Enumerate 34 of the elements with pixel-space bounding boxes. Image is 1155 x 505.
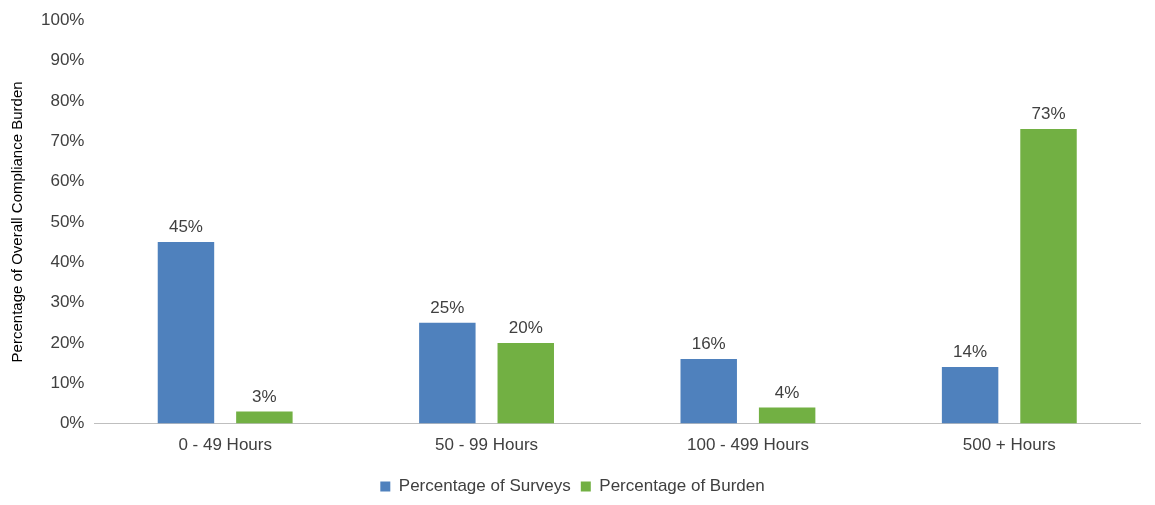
- x-tick-label: 50 - 99 Hours: [435, 435, 539, 455]
- y-tick-label: 10%: [50, 372, 85, 392]
- y-tick-label: 90%: [50, 50, 85, 70]
- y-tick-label: 40%: [50, 251, 85, 271]
- bar: [941, 367, 999, 424]
- legend-label: Percentage of Burden: [599, 476, 765, 496]
- y-tick-label: 80%: [50, 90, 85, 110]
- y-tick-label: 70%: [50, 130, 85, 150]
- bar: [680, 359, 737, 424]
- x-tick-label: 0 - 49 Hours: [178, 435, 272, 455]
- y-tick-label: 30%: [50, 292, 85, 312]
- bar: [1020, 129, 1077, 424]
- y-tick-label: 0%: [59, 413, 85, 433]
- data-label: 14%: [953, 342, 988, 362]
- data-label: 16%: [691, 334, 726, 354]
- bar: [497, 342, 554, 424]
- data-label: 4%: [774, 382, 800, 402]
- data-label: 45%: [168, 217, 203, 237]
- y-tick-label: 60%: [50, 171, 85, 191]
- x-tick-label: 500 + Hours: [962, 435, 1056, 455]
- bar: [236, 411, 293, 424]
- legend-label: Percentage of Surveys: [398, 476, 571, 496]
- y-axis-title: Percentage of Overall Compliance Burden: [8, 81, 26, 363]
- bar: [157, 242, 215, 424]
- bar: [758, 407, 816, 424]
- x-tick-label: 100 - 499 Hours: [686, 435, 809, 455]
- y-tick-label: 20%: [50, 332, 85, 352]
- data-label: 25%: [430, 297, 465, 317]
- y-tick-label: 100%: [41, 9, 85, 29]
- data-label: 20%: [508, 318, 543, 338]
- y-tick-label: 50%: [50, 211, 85, 231]
- bar: [419, 322, 476, 424]
- data-label: 73%: [1031, 104, 1066, 124]
- data-label: 3%: [252, 386, 277, 406]
